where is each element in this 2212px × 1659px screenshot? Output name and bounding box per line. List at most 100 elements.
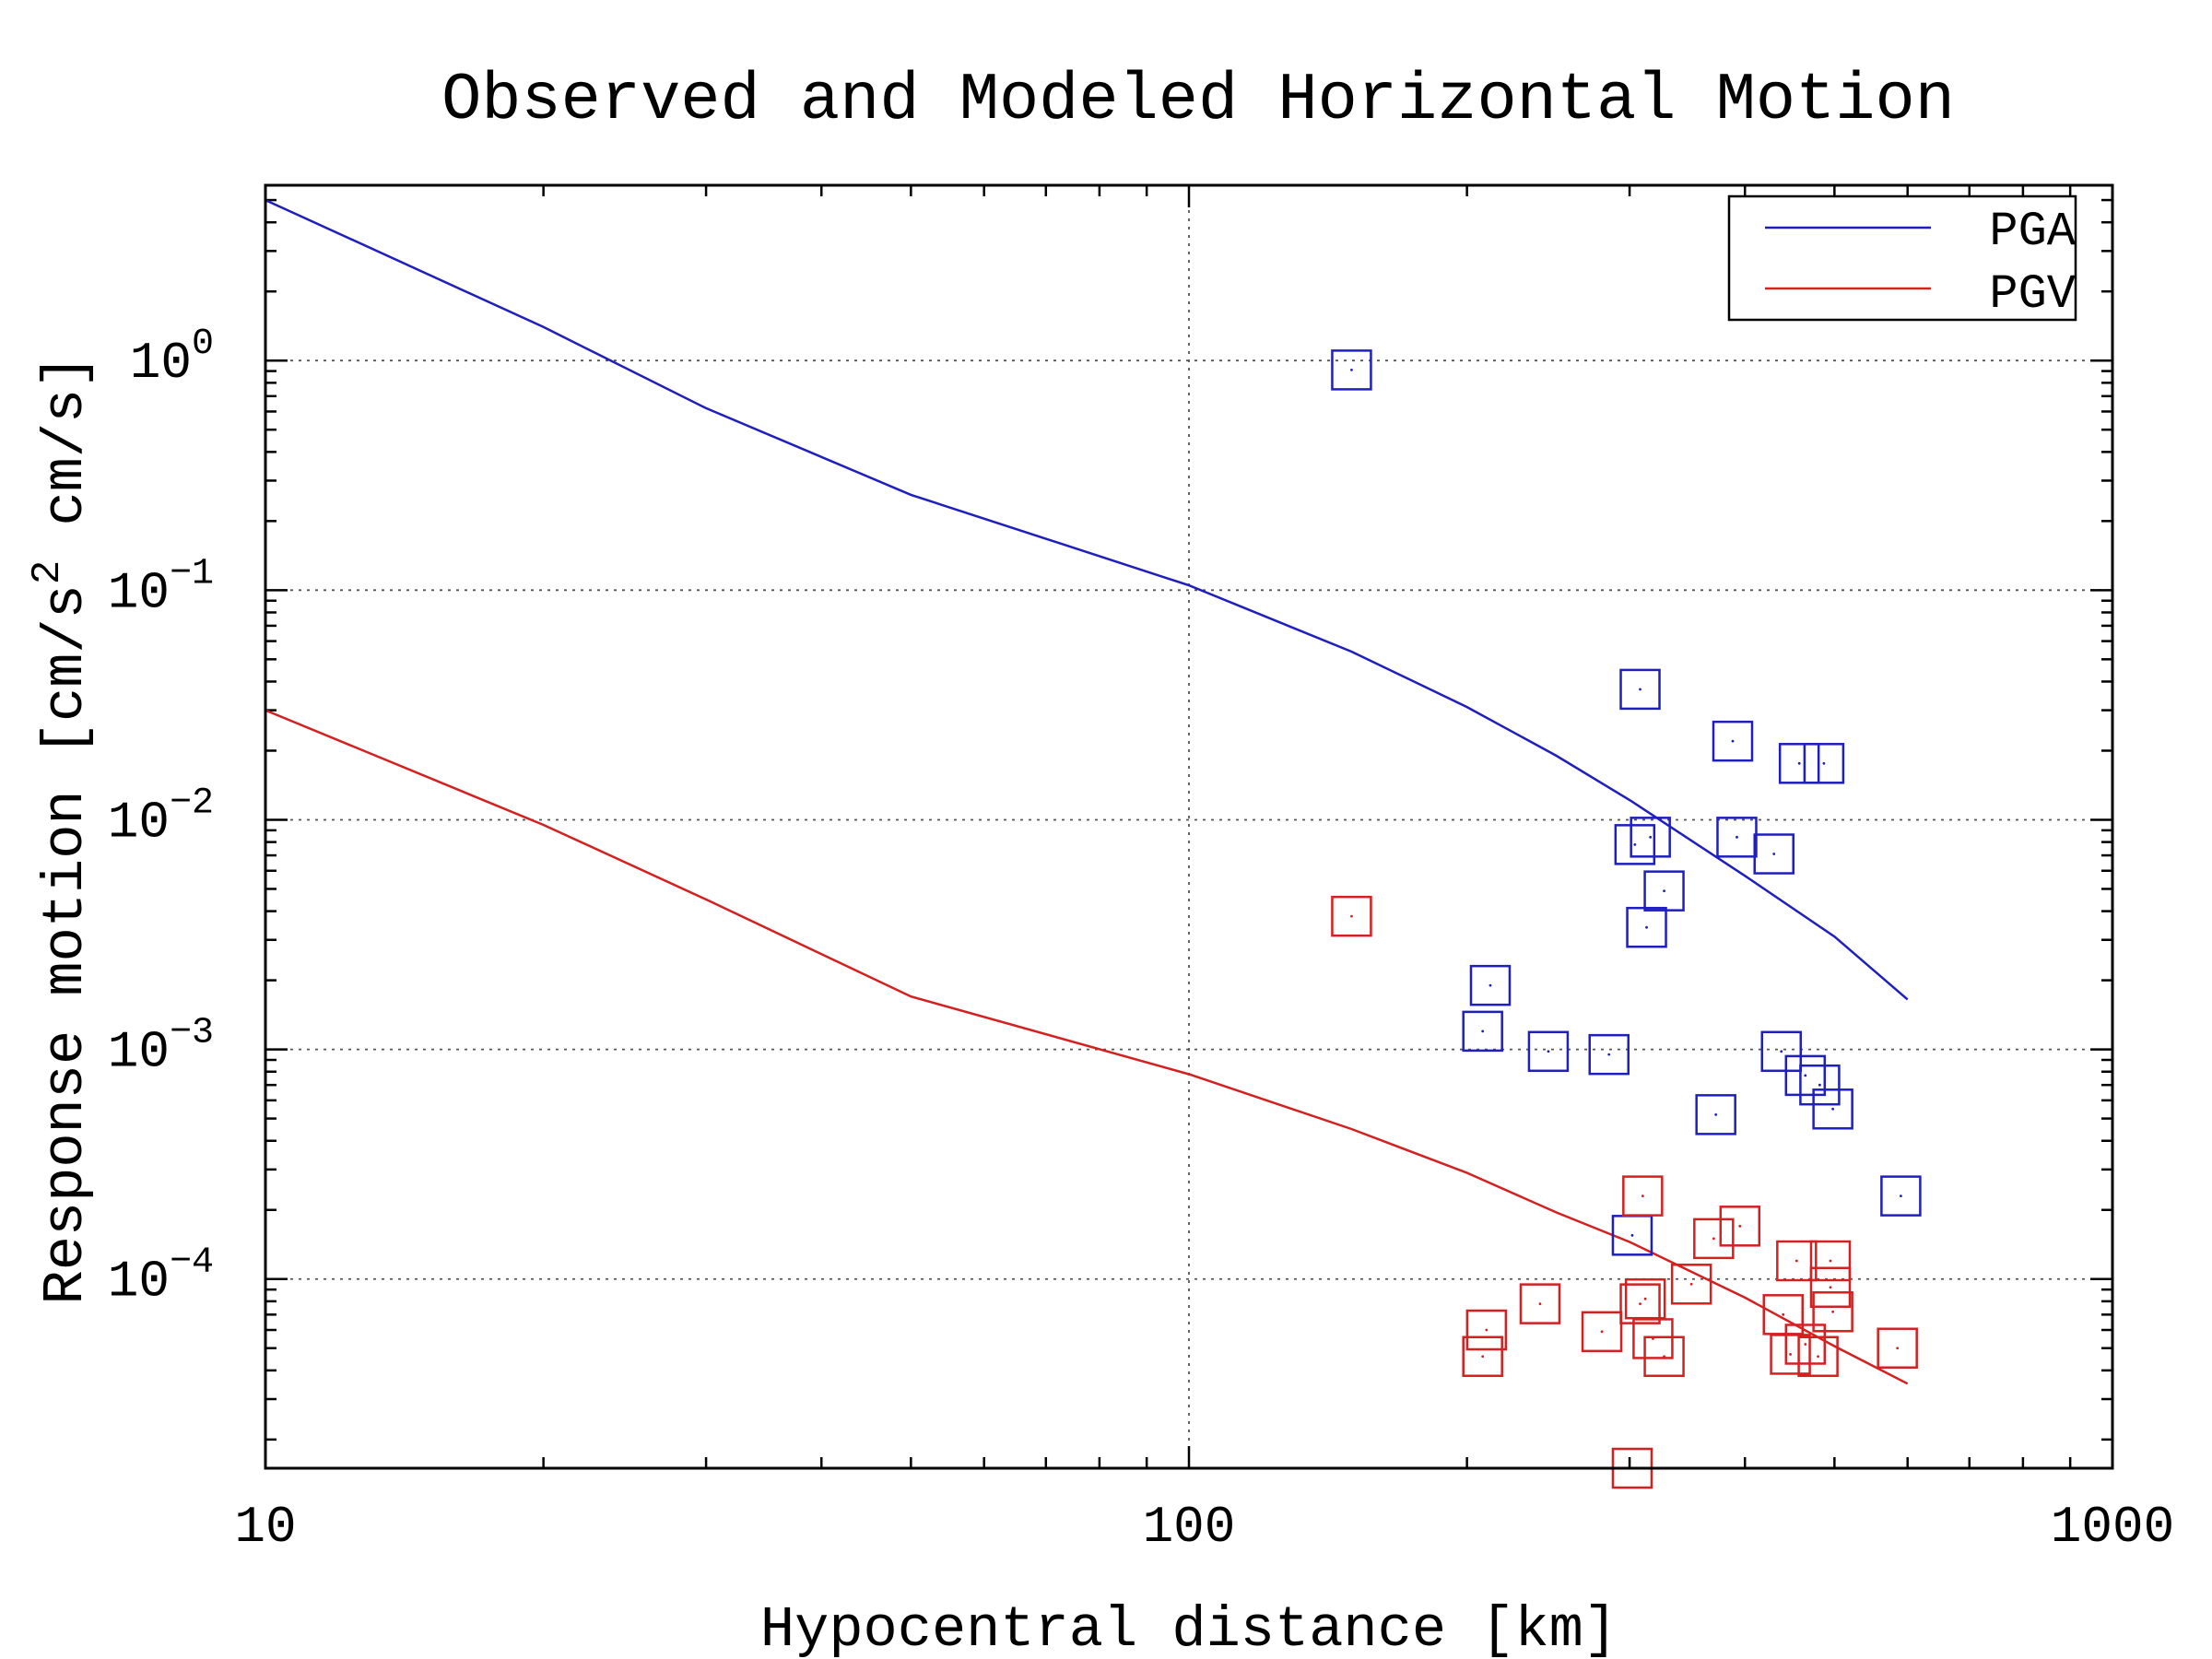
data-point-center [1350, 369, 1353, 371]
data-point-marker [1462, 1010, 1503, 1053]
data-point-center [1817, 1355, 1820, 1359]
y-tick-exponent: −3 [170, 1013, 214, 1054]
data-point-marker [1619, 668, 1661, 711]
data-point-center [1538, 1302, 1542, 1306]
data-point-marker [1812, 1088, 1853, 1130]
axis-ticks [264, 185, 2112, 1468]
data-point-marker [1716, 817, 1758, 858]
data-point-marker [1695, 1094, 1736, 1135]
observed-markers [1331, 349, 1922, 1489]
data-point-center [1689, 1282, 1693, 1286]
data-point-marker [1799, 1064, 1841, 1106]
data-point-center [1738, 1224, 1742, 1228]
data-point-marker [1519, 1283, 1561, 1324]
data-point-marker [1809, 1240, 1852, 1282]
x-tick-label: 10 [234, 1498, 296, 1557]
y-tick-label: 100 [130, 324, 214, 393]
data-point-center [1481, 1355, 1485, 1359]
data-point-marker [1643, 1335, 1685, 1378]
data-point-marker [1784, 1324, 1827, 1365]
data-point-marker [1643, 870, 1685, 912]
data-point-center [1630, 1233, 1634, 1237]
data-point-marker [1712, 720, 1754, 762]
y-axis-label-superscript: 2 [25, 560, 71, 584]
data-point-marker [1693, 1218, 1735, 1260]
data-point-center [1641, 1194, 1644, 1198]
data-point-center [1607, 1053, 1611, 1056]
data-point-center [1645, 925, 1648, 929]
data-point-center [1714, 1112, 1718, 1116]
data-point-marker [1809, 1266, 1852, 1309]
data-point-center [1731, 739, 1735, 743]
data-point-marker [1622, 1175, 1664, 1217]
x-tick-label: 1000 [2051, 1498, 2174, 1557]
y-tick-exponent: −1 [170, 553, 214, 594]
data-point-marker [1588, 1033, 1630, 1076]
data-point-center [1797, 761, 1801, 765]
data-point-center [1712, 1237, 1715, 1241]
data-point-center [1643, 1297, 1647, 1300]
y-tick-base: 10 [130, 334, 192, 393]
model-lines [265, 198, 1909, 1385]
legend: PGA PGV [1727, 194, 2077, 322]
legend-label-pga: PGA [1989, 205, 2076, 259]
legend-label-pgv: PGV [1989, 267, 2076, 322]
y-tick-exponent: 0 [192, 324, 214, 365]
data-point-center [1831, 1107, 1835, 1111]
data-point-marker [1626, 906, 1667, 948]
data-point-center [1782, 1312, 1785, 1316]
y-tick-exponent: −2 [170, 782, 214, 824]
data-point-marker [1812, 1291, 1853, 1333]
data-point-marker [1778, 743, 1820, 784]
data-point-center [1481, 1030, 1485, 1033]
y-tick-base: 10 [108, 793, 170, 852]
data-point-center [1488, 983, 1492, 987]
data-point-marker [1630, 817, 1671, 858]
data-point-center [1829, 1259, 1832, 1263]
data-point-marker [1719, 1206, 1761, 1247]
data-point-center [1822, 761, 1826, 765]
plot-frame [264, 183, 2114, 1470]
data-point-marker [1784, 1054, 1827, 1097]
data-point-center [1600, 1330, 1604, 1334]
y-axis-label-tail: cm/s] [33, 355, 99, 560]
data-point-marker [1670, 1264, 1712, 1305]
chart-title: Observed and Modeled Horizontal Motion [441, 63, 1955, 138]
data-point-marker [1877, 1327, 1918, 1369]
data-point-center [1804, 1343, 1807, 1346]
data-point-center [1794, 1259, 1798, 1263]
series-line-pgv [265, 709, 1909, 1385]
data-point-marker [1770, 1334, 1811, 1375]
data-point-center [1818, 1083, 1821, 1087]
data-point-marker [1527, 1030, 1570, 1073]
x-axis-label: Hypocentral distance [km] [760, 1597, 1618, 1659]
data-point-center [1350, 914, 1353, 918]
y-tick-base: 10 [108, 1253, 170, 1312]
data-point-marker [1614, 824, 1656, 865]
data-point-marker [1753, 833, 1794, 875]
data-point-center [1639, 1302, 1641, 1306]
y-tick-label: 10−1 [108, 553, 214, 622]
series-line-pga [265, 198, 1909, 1001]
data-point-center [1485, 1328, 1488, 1332]
y-tick-label: 10−2 [108, 782, 214, 852]
data-point-center [1663, 1355, 1665, 1359]
data-point-center [1789, 1353, 1792, 1356]
data-point-center [1649, 835, 1653, 839]
data-point-marker [1760, 1030, 1803, 1073]
y-tick-base: 10 [108, 563, 170, 622]
data-point-marker [1776, 1240, 1818, 1282]
data-point-marker [1331, 895, 1372, 937]
data-point-marker [1797, 1335, 1839, 1378]
data-point-marker [1462, 1335, 1503, 1378]
data-point-center [1772, 853, 1776, 855]
data-point-marker [1465, 1309, 1508, 1351]
data-point-center [1804, 1074, 1807, 1077]
data-point-center [1663, 889, 1665, 893]
data-point-center [1633, 842, 1637, 846]
y-tick-exponent: −4 [170, 1242, 214, 1284]
data-point-center [1899, 1194, 1902, 1198]
legend-box [1727, 194, 2077, 322]
data-point-center [1639, 688, 1641, 691]
